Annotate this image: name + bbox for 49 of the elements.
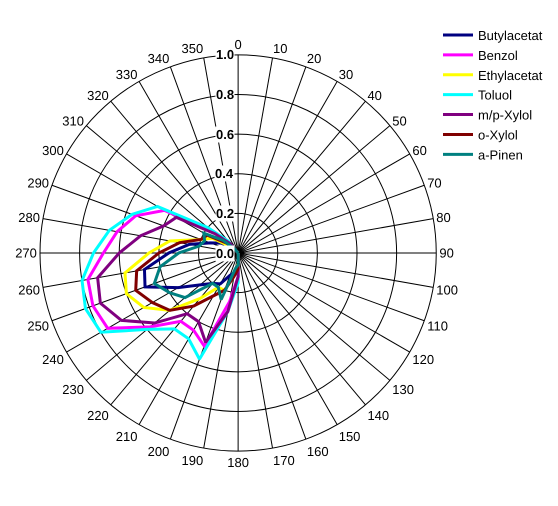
spoke-label: 40 xyxy=(367,88,382,103)
y-tick-label: 0.8 xyxy=(216,87,234,102)
spoke-label: 160 xyxy=(306,444,329,459)
spoke-label: 30 xyxy=(338,66,354,82)
spoke-label: 220 xyxy=(87,408,109,424)
legend-label: Benzol xyxy=(478,48,518,63)
y-tick-label: 0.0 xyxy=(216,246,234,261)
spoke-label: 70 xyxy=(427,176,442,191)
spoke-label: 190 xyxy=(181,452,204,468)
spoke-label: 240 xyxy=(42,352,64,368)
spoke-label: 210 xyxy=(116,428,138,444)
spoke-label: 280 xyxy=(18,210,40,226)
spoke-label: 320 xyxy=(87,88,109,103)
spoke-label: 80 xyxy=(436,210,451,226)
spoke-label: 150 xyxy=(338,428,360,444)
legend-label: m/p-Xylol xyxy=(478,108,532,123)
spoke-label: 110 xyxy=(427,318,448,334)
spoke-label: 10 xyxy=(273,41,288,56)
spoke-label: 290 xyxy=(27,176,50,191)
y-tick-label: 0.2 xyxy=(216,206,234,221)
spoke-label: 180 xyxy=(227,455,249,470)
spoke-label: 310 xyxy=(62,113,84,128)
spoke-label: 340 xyxy=(148,51,170,66)
spoke-label: 270 xyxy=(15,246,37,261)
spoke-label: 350 xyxy=(181,41,204,56)
legend-label: Toluol xyxy=(478,88,512,103)
y-tick-label: 1.0 xyxy=(216,47,234,62)
spoke-label: 20 xyxy=(306,51,322,66)
spoke-label: 100 xyxy=(436,282,458,298)
spoke-label: 50 xyxy=(392,113,407,128)
spoke-label: 300 xyxy=(42,143,64,158)
spoke-label: 250 xyxy=(27,318,50,334)
legend-label: a-Pinen xyxy=(478,147,523,162)
legend-label: Butylacetat xyxy=(478,28,543,44)
spoke-label: 260 xyxy=(18,282,40,298)
spoke-label: 330 xyxy=(116,66,138,82)
spoke-label: 120 xyxy=(412,352,434,368)
spoke-label: 90 xyxy=(439,246,454,261)
spoke-label: 200 xyxy=(148,444,170,459)
spoke-label: 230 xyxy=(62,382,84,398)
spoke-label: 140 xyxy=(367,408,390,424)
legend-label: Ethylacetat xyxy=(478,68,543,83)
legend-label: o-Xylol xyxy=(478,128,518,143)
spoke-label: 130 xyxy=(392,382,414,398)
spoke-label: 60 xyxy=(412,143,427,158)
spoke-label: 0 xyxy=(234,37,242,52)
y-tick-label: 0.4 xyxy=(215,166,234,181)
y-tick-label: 0.6 xyxy=(216,127,234,142)
spoke-label: 170 xyxy=(273,452,295,468)
